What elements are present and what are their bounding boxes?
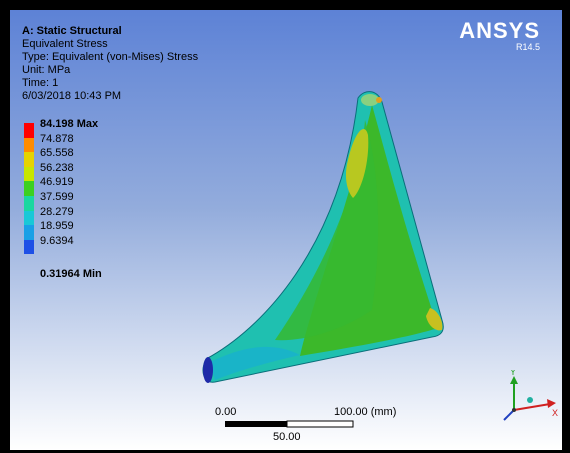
legend-swatch [24, 181, 34, 196]
fixed-support-end [203, 357, 213, 383]
legend-swatch [24, 152, 34, 167]
stress-contour-model[interactable] [10, 10, 562, 450]
legend-swatch [24, 239, 34, 255]
scale-left-label: 0.00 [215, 406, 237, 418]
stress-hotspot-top [345, 128, 369, 198]
graphics-viewport[interactable]: A: Static Structural Equivalent Stress T… [10, 10, 562, 450]
brand-name: ANSYS [459, 18, 540, 43]
legend-label: 46.919 [40, 176, 74, 189]
result-time: Time: 1 [22, 77, 59, 89]
result-datetime: 6/03/2018 10:43 PM [22, 90, 122, 102]
analysis-title: A: Static Structural [22, 25, 122, 37]
legend-label: 28.279 [40, 205, 74, 218]
legend-max-label: 84.198 Max [40, 118, 99, 130]
scale-bar: 0.00 100.00 (mm) 50.00 [210, 404, 450, 446]
x-axis-line [513, 403, 551, 411]
legend-label: 74.878 [40, 132, 74, 145]
legend-label: 56.238 [40, 161, 74, 174]
legend-min-label: 0.31964 Min [40, 268, 102, 280]
legend-label: 37.599 [40, 190, 74, 203]
stress-hotspot-corner [426, 308, 443, 331]
x-axis-arrow [547, 399, 556, 408]
stress-region-low [210, 346, 300, 380]
legend-label: 9.6394 [40, 234, 74, 247]
legend-swatch [24, 123, 34, 138]
ansys-logo: ANSYS R14.5 [459, 18, 540, 53]
triad-origin [512, 408, 516, 412]
legend-swatch [24, 137, 34, 153]
scale-mid-label: 50.00 [273, 431, 301, 443]
z-axis-line [503, 409, 515, 421]
y-axis-arrow [510, 376, 518, 384]
scale-right-label: 100.00 (mm) [334, 406, 397, 418]
legend-swatch [24, 210, 34, 226]
legend-swatch [24, 225, 34, 240]
result-info: A: Static Structural Equivalent Stress T… [22, 25, 198, 103]
result-name: Equivalent Stress [22, 38, 108, 50]
result-unit: Unit: MPa [22, 64, 71, 76]
x-axis-label: X [552, 408, 558, 418]
triad-iso-ball [527, 397, 533, 403]
coordinate-triad[interactable]: Y X [490, 370, 560, 440]
y-axis-label: Y [510, 370, 516, 377]
brand-version: R14.5 [515, 42, 540, 52]
legend-label: 18.959 [40, 220, 74, 233]
max-marker [376, 97, 382, 103]
legend-swatch [24, 195, 34, 211]
scale-bar-graphic [225, 420, 354, 428]
stress-region-mid [275, 120, 379, 341]
fixed-support-top [361, 94, 379, 106]
result-type: Type: Equivalent (von-Mises) Stress [22, 51, 199, 63]
legend-swatch [24, 166, 34, 182]
legend-label: 65.558 [40, 147, 74, 160]
